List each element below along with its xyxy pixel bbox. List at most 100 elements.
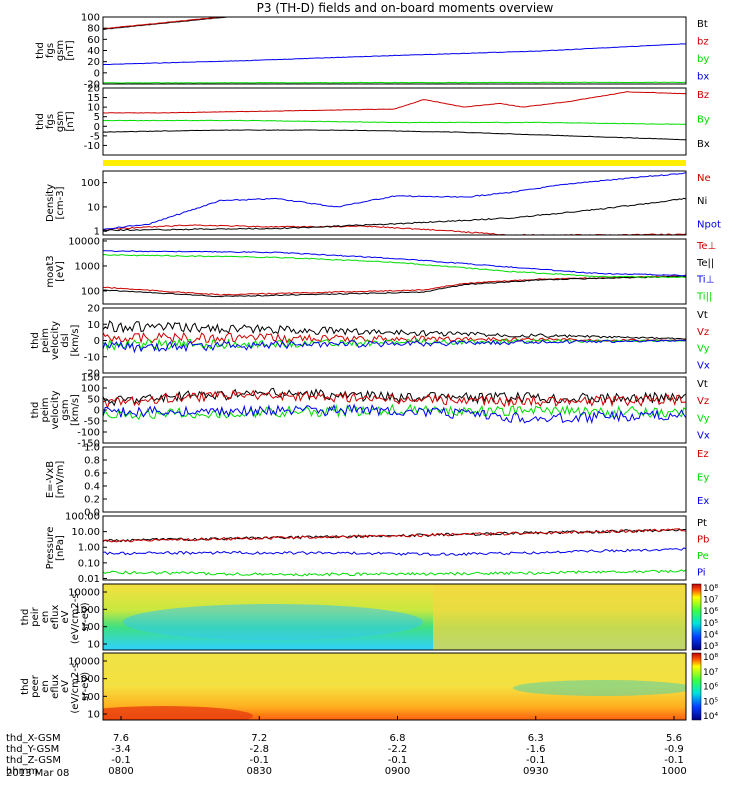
series-line-Pb — [103, 528, 686, 543]
series-line-Npot — [103, 172, 686, 231]
legend-entry: By — [697, 114, 710, 125]
colorbar-tick-label: 10⁸ — [703, 584, 718, 594]
figure-title: P3 (TH-D) fields and on-board moments ov… — [257, 1, 554, 15]
x-axis-value: 1000 — [661, 766, 686, 777]
colorbar-tick-label: 10⁴ — [703, 712, 718, 722]
y-axis-label: Density — [45, 184, 56, 222]
colorbar-tick-label: 10³ — [703, 642, 718, 652]
legend-entry: Bz — [697, 90, 709, 101]
y-axis-label: thd — [35, 42, 46, 59]
x-axis-value: 0830 — [247, 766, 272, 777]
y-axis-label: [cm-3] — [55, 186, 66, 219]
legend-entry: Te⊥ — [696, 241, 716, 252]
series-line-bx — [103, 43, 686, 66]
colorbar-tick-label: 10⁷ — [703, 668, 718, 678]
y-tick-label: 20 — [87, 57, 100, 68]
x-axis-value: 7.2 — [251, 733, 267, 744]
x-axis-value: 0800 — [108, 766, 133, 777]
y-tick-label: 100 — [81, 692, 100, 703]
y-tick-label: 100 — [81, 286, 100, 297]
y-axis-label: thd — [30, 402, 41, 419]
colorbar — [691, 652, 702, 721]
series-group — [103, 528, 686, 577]
y-axis-label: [eV] — [55, 261, 66, 282]
y-tick-label: 0.8 — [84, 456, 100, 467]
y-tick-label: 0.2 — [84, 495, 100, 506]
legend-entry: by — [697, 54, 709, 65]
y-tick-label: 10 — [87, 103, 100, 114]
panel-frame — [102, 87, 687, 156]
x-axis-block: thd_X-GSM 7.6 7.2 6.8 6.3 5.6 thd_Y-GSM -3.4 -2.… — [6, 716, 687, 779]
series-line-Ti⊥ — [103, 250, 686, 277]
panel-frame — [102, 376, 687, 444]
y-tick-label: 100 — [81, 178, 100, 189]
colorbar-tick-label: 10⁵ — [703, 619, 718, 629]
y-tick-label: 1000 — [75, 605, 100, 616]
y-tick-label: 0 — [94, 68, 100, 79]
legend-entry: Ti⊥ — [696, 275, 714, 286]
x-axis-value: 7.6 — [113, 733, 129, 744]
x-axis-value: 5.6 — [666, 733, 682, 744]
panel-frame — [102, 170, 687, 236]
y-tick-label: 10000 — [68, 236, 100, 247]
y-tick-label: -20 — [84, 80, 100, 91]
y-tick-label: 10 — [87, 320, 100, 331]
series-line-Bx — [103, 129, 686, 141]
y-tick-label: 0 — [94, 336, 100, 347]
y-tick-label: 1000 — [75, 261, 100, 272]
y-tick-label: -50 — [84, 417, 100, 428]
x-axis-row-label: thd_X-GSM — [6, 733, 61, 744]
y-tick-label: 1000 — [75, 674, 100, 685]
y-axis-label: eflux — [50, 605, 61, 630]
legend-entry: Bx — [697, 139, 710, 150]
date-label: 2013 Mar 08 — [6, 768, 69, 779]
x-axis-row-label: thd_Y-GSM — [6, 744, 59, 755]
y-axis-label: E=-VxB — [45, 461, 56, 498]
y-axis-label: thd — [20, 678, 31, 695]
series-line-Vx — [103, 403, 686, 425]
y-axis-label: Pressure — [45, 527, 56, 570]
x-axis-value: 6.8 — [390, 733, 406, 744]
legend-entry: Vx — [697, 361, 710, 372]
y-axis-label: thd — [30, 332, 41, 349]
panel-frame — [102, 515, 687, 581]
y-tick-label: 100 — [81, 384, 100, 395]
y-tick-label: 20 — [87, 304, 100, 315]
y-tick-label: 0 — [94, 122, 100, 133]
y-tick-label: 10 — [87, 202, 100, 213]
panel-8: Pt Pb Pe Pi 100.00 10.00 1.00 0.10 0.01 Pressure[… — [45, 512, 709, 585]
x-axis-value: 6.3 — [528, 733, 544, 744]
legend-entry: Te|| — [696, 258, 714, 269]
legend-entry: Pb — [697, 535, 709, 546]
legend-entry: Ex — [697, 496, 709, 507]
x-axis-value: -0.1 — [526, 755, 546, 766]
legend-entry: Pe — [697, 551, 709, 562]
panel-frame — [102, 16, 687, 85]
panel-4: Te⊥ Te|| Ti⊥ Ti|| 10000 1000 100 moat3 [eV] — [45, 236, 716, 305]
legend-entry: Ey — [697, 473, 709, 484]
colorbar-tick-label: 10⁸ — [703, 653, 718, 663]
y-tick-label: 10000 — [68, 657, 100, 668]
y-axis-label: peer — [30, 674, 41, 698]
y-axis-label: eV — [60, 610, 71, 623]
x-axis-value: -0.1 — [388, 755, 408, 766]
y-axis-label: gsm — [55, 40, 66, 61]
y-tick-label: -10 — [84, 141, 100, 152]
series-group — [103, 387, 686, 425]
y-tick-label: 0.6 — [84, 469, 100, 480]
y-tick-label: 50 — [87, 395, 100, 406]
y-axis-label: [nPa] — [55, 535, 66, 561]
legend-entry: Ez — [697, 449, 709, 460]
panel-frame — [102, 583, 687, 651]
y-tick-label: 1 — [94, 227, 100, 238]
y-axis-label: thd — [35, 113, 46, 130]
y-axis-label: en — [40, 611, 51, 624]
y-axis-label: peim — [40, 397, 51, 422]
x-axis-row-label: hhmm — [6, 766, 38, 777]
y-tick-label: 1.0 — [84, 443, 100, 454]
y-tick-label: 0 — [94, 406, 100, 417]
y-axis-label: gsm — [55, 111, 66, 132]
